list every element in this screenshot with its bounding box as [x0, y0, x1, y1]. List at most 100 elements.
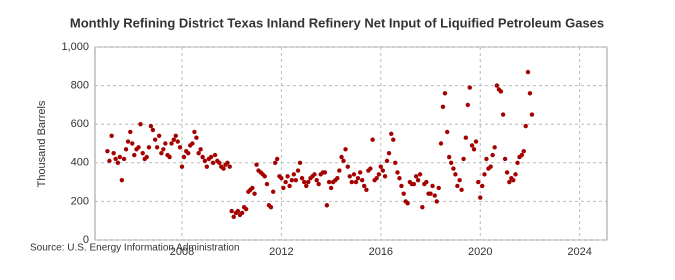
point — [293, 177, 299, 183]
point — [179, 164, 185, 169]
point — [287, 183, 292, 189]
point — [442, 91, 448, 96]
point — [140, 150, 145, 156]
point — [136, 145, 141, 150]
point — [428, 191, 433, 196]
point — [463, 135, 469, 140]
point — [467, 85, 473, 90]
x-tick-label: 2008 — [170, 246, 194, 258]
point — [515, 160, 520, 165]
point — [264, 181, 270, 187]
point — [154, 145, 160, 150]
point — [262, 174, 267, 179]
point — [482, 172, 487, 177]
point — [295, 168, 301, 173]
point — [459, 187, 464, 193]
point — [121, 156, 127, 162]
point — [204, 164, 210, 169]
point — [478, 195, 483, 200]
point — [461, 156, 466, 162]
point — [490, 152, 495, 158]
point — [440, 104, 446, 110]
point — [436, 185, 441, 191]
point — [138, 122, 143, 127]
source: Source: U.S. Energy Information Administ… — [30, 243, 240, 254]
point — [123, 147, 129, 152]
point — [181, 154, 187, 160]
point — [502, 156, 508, 162]
point — [111, 150, 116, 156]
chart-title: Monthly Refining District Texas Inland R… — [70, 15, 604, 30]
point — [328, 185, 334, 191]
point — [494, 83, 500, 88]
point — [351, 172, 357, 177]
point — [316, 181, 321, 187]
point — [171, 137, 176, 142]
point — [513, 172, 518, 177]
y-axis-label: Thousand Barrels — [36, 100, 48, 187]
point — [283, 179, 288, 185]
point — [484, 156, 489, 162]
point — [148, 123, 154, 129]
point — [107, 158, 112, 164]
point — [417, 172, 423, 177]
point — [353, 179, 359, 185]
point — [304, 183, 309, 189]
point — [146, 145, 152, 150]
point — [163, 141, 168, 146]
point — [132, 152, 137, 158]
point — [125, 139, 131, 144]
point — [169, 141, 174, 146]
point — [476, 179, 481, 185]
point — [299, 176, 305, 181]
point — [314, 177, 319, 183]
point — [252, 191, 257, 196]
x-tick-label: 2016 — [369, 246, 393, 258]
point — [113, 156, 118, 162]
point — [202, 158, 208, 164]
point — [173, 133, 178, 138]
point — [469, 143, 475, 148]
point — [395, 170, 400, 175]
point — [521, 149, 526, 154]
point — [335, 176, 340, 181]
point — [326, 179, 332, 185]
point — [411, 181, 417, 187]
plot-frame — [94, 46, 608, 241]
point — [424, 179, 429, 185]
point — [271, 189, 276, 194]
point — [382, 174, 388, 179]
point — [525, 69, 531, 75]
point — [370, 137, 375, 142]
point — [420, 204, 425, 210]
point — [438, 141, 444, 146]
point — [167, 154, 172, 160]
point — [376, 172, 382, 177]
point — [302, 179, 307, 185]
point — [144, 154, 149, 160]
point — [268, 204, 274, 210]
point — [128, 129, 133, 135]
point — [210, 160, 216, 165]
point — [119, 177, 125, 183]
point — [291, 172, 297, 177]
point — [455, 183, 460, 189]
point — [361, 183, 367, 189]
point — [243, 206, 249, 212]
y-tick-label: 400 — [71, 157, 89, 169]
point — [130, 141, 135, 146]
point — [480, 183, 485, 189]
point — [231, 214, 236, 220]
point — [272, 160, 278, 165]
point — [109, 133, 114, 138]
point — [117, 154, 123, 160]
point — [399, 183, 404, 189]
point — [161, 147, 166, 152]
point — [156, 133, 162, 138]
point — [355, 176, 361, 181]
point — [341, 158, 346, 164]
x-tick-label: 2024 — [567, 246, 591, 258]
point — [281, 185, 286, 191]
point — [285, 174, 290, 179]
